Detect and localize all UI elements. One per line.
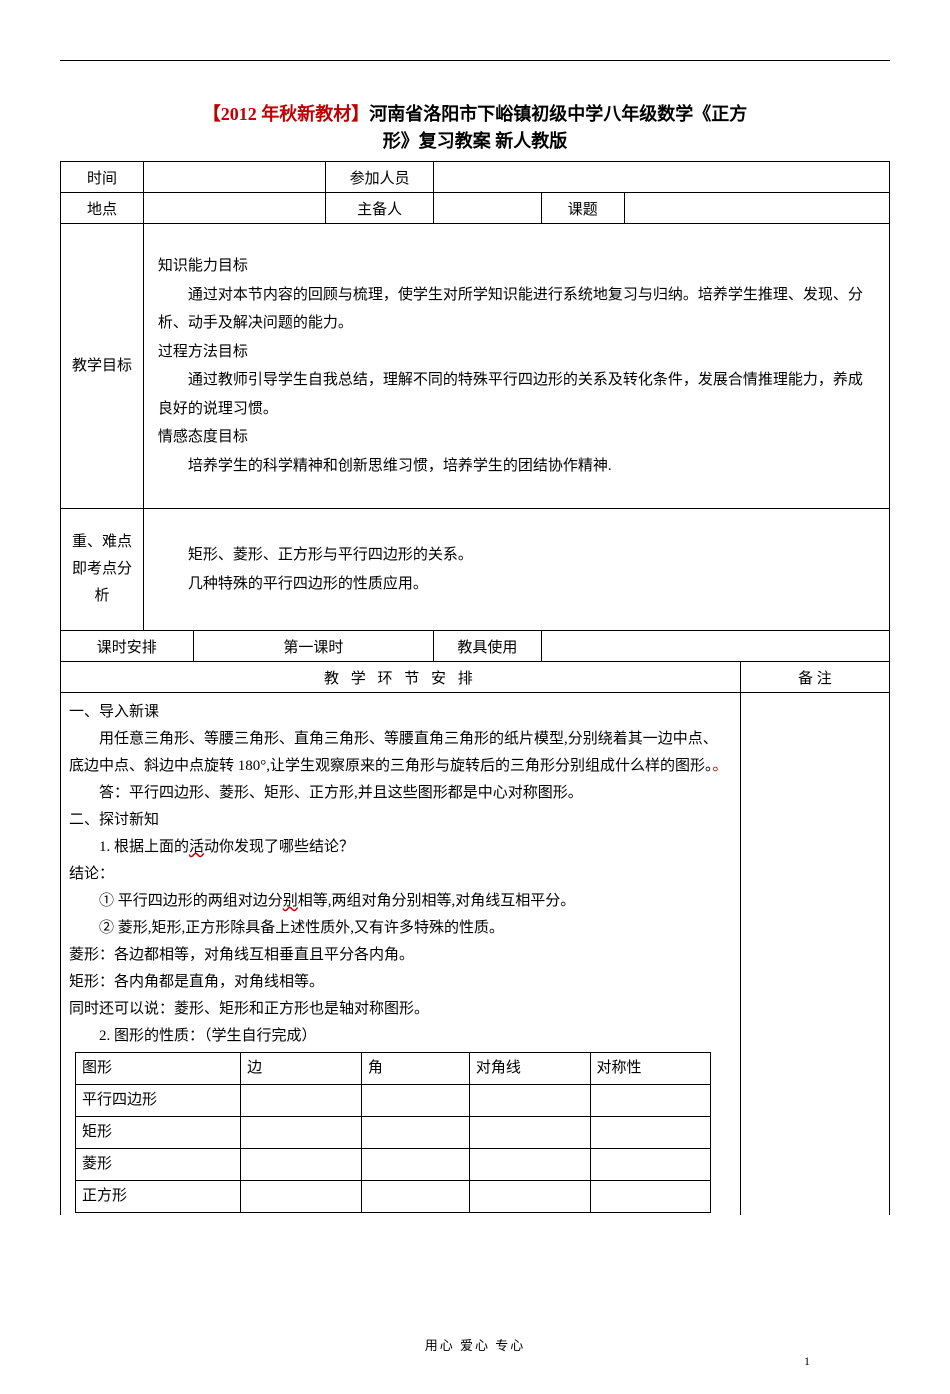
s1-p1: 用任意三角形、等腰三角形、直角三角形、等腰直角三角形的纸片模型,分别绕着其一边中… [69, 726, 732, 780]
focus-p1: 矩形、菱形、正方形与平行四边形的关系。 [158, 541, 875, 570]
s1-heading: 一、导入新课 [69, 699, 732, 726]
focus-content: 矩形、菱形、正方形与平行四边形的关系。 几种特殊的平行四边形的性质应用。 [143, 509, 889, 631]
s2-q2: 2. 图形的性质：（学生自行完成） [69, 1023, 732, 1050]
focus-label: 重、难点即考点分析 [61, 509, 144, 631]
focus-p2: 几种特殊的平行四边形的性质应用。 [158, 570, 875, 599]
tools-label: 教具使用 [434, 631, 542, 662]
ih-4: 对称性 [590, 1053, 711, 1085]
remarks-cell [740, 693, 889, 1216]
goals-content: 知识能力目标 通过对本节内容的回顾与梳理，使学生对所学知识能进行系统地复习与归纳… [143, 224, 889, 509]
s2-c2: ② 菱形,矩形,正方形除具备上述性质外,又有许多特殊的性质。 [69, 915, 732, 942]
cell-participants-value [434, 162, 890, 193]
inner-row-3: 正方形 [76, 1181, 711, 1213]
cell-time-label: 时间 [61, 162, 144, 193]
goals-label-text: 教学目标 [72, 358, 132, 374]
ir0: 平行四边形 [76, 1085, 241, 1117]
cell-participants-label: 参加人员 [326, 162, 434, 193]
s1-answer: 答：平行四边形、菱形、矩形、正方形,并且这些图形都是中心对称图形。 [69, 780, 732, 807]
cell-topic-value [624, 193, 889, 224]
inner-row-0: 平行四边形 [76, 1085, 711, 1117]
period-label: 课时安排 [61, 631, 194, 662]
goals-p1: 通过对本节内容的回顾与梳理，使学生对所学知识能进行系统地复习与归纳。培养学生推理… [158, 281, 875, 338]
goals-h1: 知识能力目标 [158, 252, 875, 281]
tools-value [541, 631, 889, 662]
inner-row-2: 菱形 [76, 1149, 711, 1181]
goals-label: 教学目标 [61, 224, 144, 509]
cell-place-label: 地点 [61, 193, 144, 224]
s2-heading: 二、探讨新知 [69, 807, 732, 834]
ih-1: 边 [241, 1053, 362, 1085]
title-black-1: 河南省洛阳市下峪镇初级中学八年级数学《正方 [369, 104, 747, 124]
goals-h2: 过程方法目标 [158, 338, 875, 367]
s2-c1: ① 平行四边形的两组对边分别相等,两组对角分别相等,对角线互相平分。 [69, 888, 732, 915]
footer-wrap: 用心 爱心 专心 1 [60, 1335, 890, 1354]
env-header-left: 教 学 环 节 安 排 [61, 662, 741, 693]
ir1: 矩形 [76, 1117, 241, 1149]
cell-preparer-label: 主备人 [326, 193, 434, 224]
ir2: 菱形 [76, 1149, 241, 1181]
s2-c2b: 矩形：各内角都是直角，对角线相等。 [69, 969, 732, 996]
period-row: 课时安排 第一课时 教具使用 [61, 631, 890, 662]
cell-place-value [143, 193, 325, 224]
goals-p2: 通过教师引导学生自我总结，理解不同的特殊平行四边形的关系及转化条件，发展合情推理… [158, 366, 875, 423]
top-rule [60, 60, 890, 61]
wavy-2: 别 [283, 893, 298, 909]
lesson-plan-table: 时间 参加人员 地点 主备人 课题 教学目标 知识能力目标 通过对本节内容的回顾… [60, 161, 890, 1215]
inner-header-row: 图形 边 角 对角线 对称性 [76, 1053, 711, 1085]
env-header-row: 教 学 环 节 安 排 备 注 [61, 662, 890, 693]
ih-2: 角 [361, 1053, 469, 1085]
title-line2: 形》复习教案 新人教版 [383, 131, 568, 151]
goals-p3: 培养学生的科学精神和创新思维习惯，培养学生的团结协作精神. [158, 452, 875, 481]
goals-row: 教学目标 知识能力目标 通过对本节内容的回顾与梳理，使学生对所学知识能进行系统地… [61, 224, 890, 509]
anchor-dot-1: 。 [713, 758, 728, 774]
ih-3: 对角线 [469, 1053, 590, 1085]
properties-table: 图形 边 角 对角线 对称性 平行四边形 矩形 菱形 [75, 1052, 711, 1213]
header-row-1: 时间 参加人员 [61, 162, 890, 193]
env-header-right: 备 注 [740, 662, 889, 693]
title-red: 【2012 年秋新教材】 [203, 104, 370, 124]
wavy-1: 活 [189, 839, 204, 855]
s2-conclusion-label: 结论： [69, 861, 732, 888]
period-value: 第一课时 [193, 631, 433, 662]
cell-topic-label: 课题 [541, 193, 624, 224]
inner-row-1: 矩形 [76, 1117, 711, 1149]
header-row-2: 地点 主备人 课题 [61, 193, 890, 224]
s2-c2c: 同时还可以说：菱形、矩形和正方形也是轴对称图形。 [69, 996, 732, 1023]
cell-preparer-value [434, 193, 542, 224]
cell-time-value [143, 162, 325, 193]
lesson-block: 一、导入新课 用任意三角形、等腰三角形、直角三角形、等腰直角三角形的纸片模型,分… [61, 693, 740, 1215]
lesson-content-row: 一、导入新课 用任意三角形、等腰三角形、直角三角形、等腰直角三角形的纸片模型,分… [61, 693, 890, 1216]
ih-0: 图形 [76, 1053, 241, 1085]
footer-text: 用心 爱心 专心 [60, 1335, 890, 1354]
lesson-content-cell: 一、导入新课 用任意三角形、等腰三角形、直角三角形、等腰直角三角形的纸片模型,分… [61, 693, 741, 1216]
focus-row: 重、难点即考点分析 矩形、菱形、正方形与平行四边形的关系。 几种特殊的平行四边形… [61, 509, 890, 631]
s2-c2a: 菱形：各边都相等，对角线互相垂直且平分各内角。 [69, 942, 732, 969]
page-number: 1 [804, 1354, 810, 1369]
document-title: 【2012 年秋新教材】河南省洛阳市下峪镇初级中学八年级数学《正方 形》复习教案… [60, 101, 890, 155]
focus-label-text: 重、难点即考点分析 [72, 534, 132, 604]
s2-q1: 1. 根据上面的活动你发现了哪些结论？ [69, 834, 732, 861]
ir3: 正方形 [76, 1181, 241, 1213]
goals-h3: 情感态度目标 [158, 423, 875, 452]
